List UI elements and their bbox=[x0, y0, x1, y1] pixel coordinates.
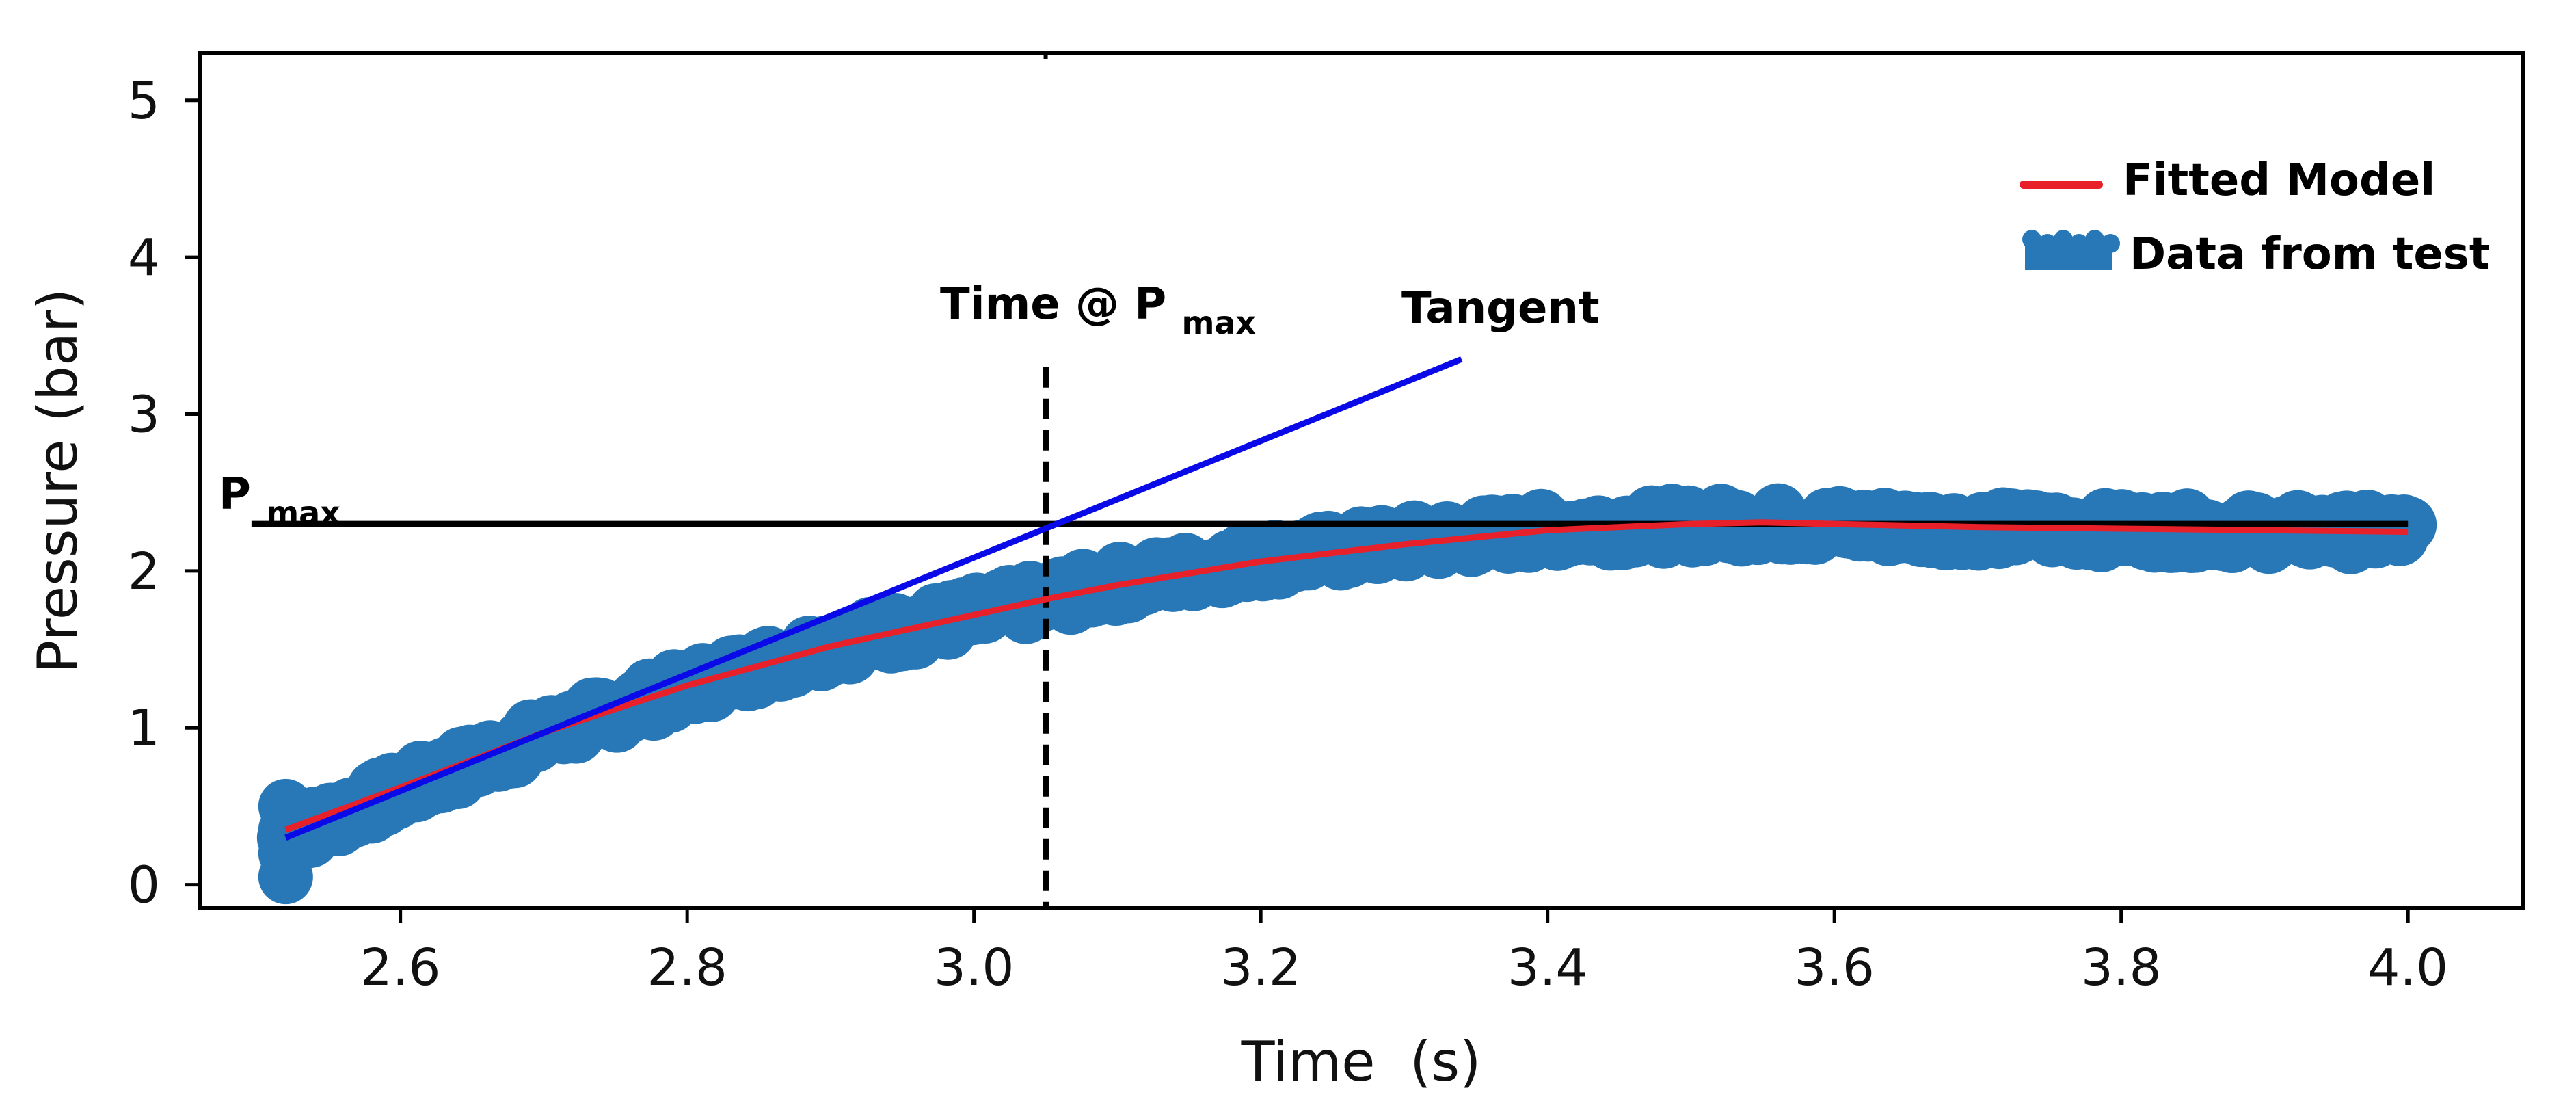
y-tick-label: 0 bbox=[128, 856, 160, 915]
y-tick-label: 1 bbox=[128, 699, 160, 758]
data-from-test-band bbox=[256, 483, 2437, 905]
legend-data-from-test-label: Data from test bbox=[2130, 229, 2490, 280]
x-axis-label: Time (s) bbox=[1241, 1030, 1481, 1094]
legend-data-swatch-marker bbox=[2069, 234, 2089, 253]
x-tick-label: 3.6 bbox=[1794, 938, 1875, 997]
data-point bbox=[258, 778, 313, 834]
x-tick-label: 3.2 bbox=[1220, 938, 1301, 997]
pmax-annotation: P max bbox=[219, 469, 340, 531]
time-at-pmax-annotation: Time @ P max bbox=[940, 279, 1256, 341]
x-tick-label: 2.6 bbox=[360, 938, 441, 997]
plot-frame bbox=[198, 51, 2525, 910]
legend-data-swatch-marker bbox=[2085, 230, 2104, 249]
x-tick-label: 3.0 bbox=[934, 938, 1015, 997]
y-axis-label: Pressure (bar) bbox=[26, 289, 90, 673]
fitted-model-line bbox=[284, 519, 2409, 833]
legend-fitted-model-label: Fitted Model bbox=[2123, 155, 2435, 206]
legend-data-swatch-marker bbox=[2054, 230, 2073, 249]
y-axis: 0 1 2 3 4 5 bbox=[128, 72, 200, 915]
x-tick-label: 3.8 bbox=[2081, 938, 2162, 997]
tangent-line bbox=[284, 356, 1463, 841]
tangent-annotation: Tangent bbox=[1401, 283, 1600, 334]
legend-data-swatch-marker bbox=[2038, 234, 2057, 253]
x-tick-label: 3.4 bbox=[1507, 938, 1588, 997]
y-tick-label: 3 bbox=[128, 386, 160, 445]
legend-data-swatch-marker bbox=[2022, 230, 2041, 249]
x-axis: 2.6 2.8 3.0 3.2 3.4 3.6 3.8 4.0 bbox=[360, 908, 2448, 997]
series-lines bbox=[284, 356, 2409, 841]
legend: Fitted Model Data from test bbox=[2020, 155, 2490, 280]
y-tick-label: 2 bbox=[128, 542, 160, 601]
x-tick-label: 4.0 bbox=[2367, 938, 2448, 997]
pmax-subscript: max bbox=[266, 494, 340, 531]
time-at-pmax-text: Time @ P bbox=[940, 279, 1166, 330]
time-at-pmax-subscript: max bbox=[1181, 304, 1256, 341]
legend-data-from-test-swatch bbox=[2022, 230, 2120, 270]
y-tick-label: 4 bbox=[128, 228, 160, 287]
x-tick-label: 2.8 bbox=[647, 938, 727, 997]
pmax-letter: P bbox=[219, 469, 251, 520]
legend-data-swatch-marker bbox=[2101, 234, 2120, 253]
y-tick-label: 5 bbox=[128, 72, 160, 131]
